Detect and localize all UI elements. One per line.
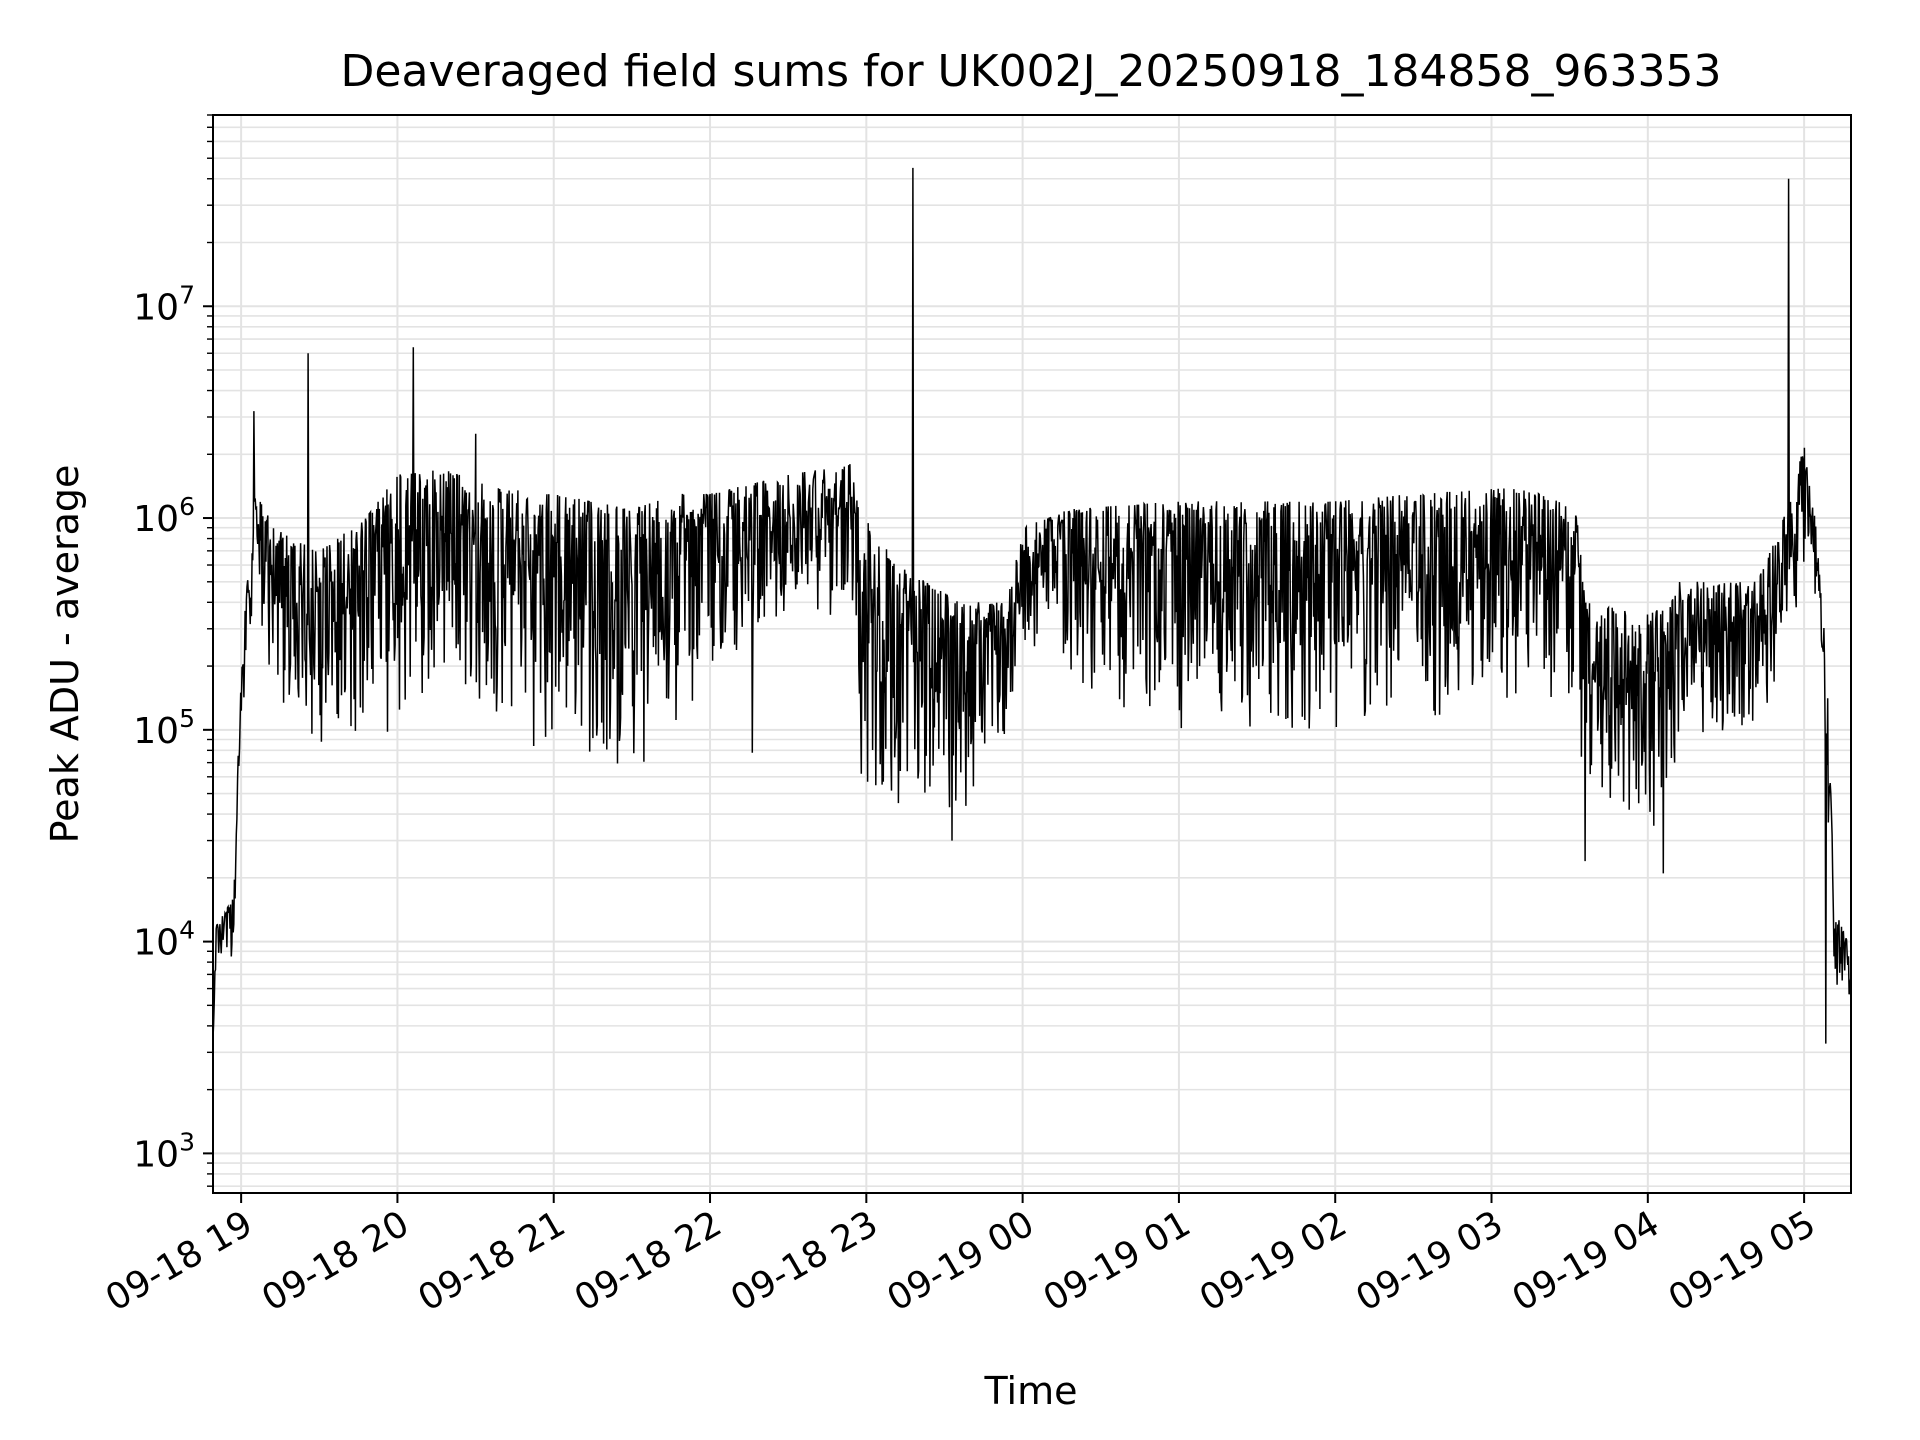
y-tick-label: 103 <box>133 1127 195 1175</box>
plot-frame <box>212 114 1852 1194</box>
y-axis-label: Peak ADU - average <box>43 465 87 844</box>
y-tick-label: 105 <box>133 704 195 752</box>
chart-title: Deaveraged field sums for UK002J_2025091… <box>341 46 1722 97</box>
y-tick-label: 104 <box>133 916 195 964</box>
y-tick-label: 107 <box>133 280 195 328</box>
x-axis-label: Time <box>984 1369 1078 1413</box>
grid-lines <box>213 114 1851 1193</box>
series-line <box>212 167 1852 1044</box>
plot-area <box>212 167 1852 1044</box>
y-axis: 103 104 105 106 107 <box>133 114 213 1187</box>
y-tick-label: 106 <box>133 492 195 540</box>
